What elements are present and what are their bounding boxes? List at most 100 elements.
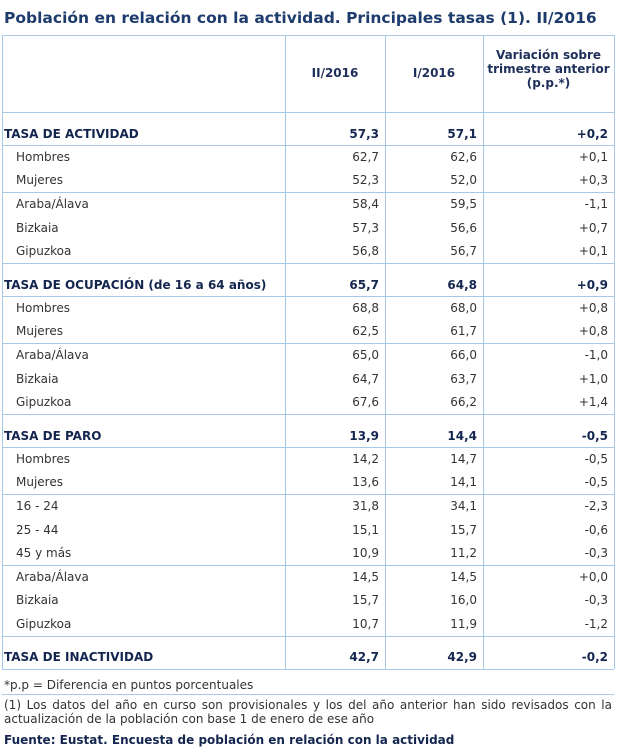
row-label: Gipuzkoa	[16, 617, 72, 631]
cell-value: 52,0	[450, 173, 477, 188]
cell-value: 56,6	[450, 220, 477, 235]
row-label: Araba/Álava	[16, 569, 89, 584]
cell-value: +0,3	[578, 173, 608, 188]
row-label: TASA DE PARO	[4, 428, 102, 443]
cell-value: -1,2	[584, 617, 608, 631]
cell-value: 66,0	[450, 348, 477, 362]
column-border	[483, 35, 484, 669]
cell-value: 14,2	[352, 451, 379, 466]
cell-value: 14,7	[450, 451, 477, 466]
cell-value: 10,7	[352, 617, 379, 631]
cell-value: 68,8	[352, 300, 379, 315]
footnote: (1) Los datos del año en curso son provi…	[4, 697, 612, 726]
cell-value: +0,0	[578, 569, 608, 584]
row-border	[2, 192, 614, 194]
cell-value: -0,5	[581, 428, 608, 443]
row-label: Araba/Álava	[16, 348, 89, 362]
row-label: Hombres	[16, 451, 70, 466]
cell-value: -0,5	[584, 475, 608, 490]
cell-value: +1,0	[578, 371, 608, 386]
cell-value: 57,3	[352, 220, 379, 235]
row-border	[2, 414, 614, 415]
column-border	[614, 35, 615, 669]
row-border	[2, 447, 614, 448]
cell-value: -1,1	[584, 197, 608, 211]
row-border	[2, 565, 614, 566]
column-header: II/2016	[311, 66, 359, 80]
cell-value: 10,9	[352, 546, 379, 561]
cell-value: -0,3	[584, 546, 608, 561]
cell-value: 64,7	[352, 371, 379, 386]
cell-value: 62,5	[352, 324, 379, 339]
row-border	[2, 635, 614, 637]
row-label: Gipuzkoa	[16, 244, 72, 259]
cell-value: 56,7	[450, 244, 477, 259]
cell-value: 68,0	[450, 300, 477, 315]
row-label: Mujeres	[16, 475, 63, 490]
row-label: Bizkaia	[16, 371, 59, 386]
source: Fuente: Eustat. Encuesta de población en…	[4, 732, 455, 747]
cell-value: +0,8	[578, 324, 608, 339]
cell-value: 15,7	[450, 522, 477, 537]
cell-value: 67,6	[352, 395, 379, 410]
cell-value: 13,9	[349, 428, 379, 443]
cell-value: 63,7	[450, 371, 477, 386]
cell-value: +0,7	[578, 220, 608, 235]
row-label: Mujeres	[16, 173, 63, 188]
cell-value: +0,1	[578, 149, 608, 164]
cell-value: 57,3	[349, 126, 379, 141]
cell-value: 15,1	[352, 522, 379, 537]
cell-value: 13,6	[352, 475, 379, 490]
row-border	[2, 296, 614, 297]
row-label: 25 - 44	[16, 522, 59, 537]
row-label: Araba/Álava	[16, 197, 89, 211]
cell-value: 16,0	[450, 593, 477, 608]
row-label: TASA DE OCUPACIÓN (de 16 a 64 años)	[4, 277, 267, 292]
cell-value: -1,0	[584, 348, 608, 362]
cell-value: 31,8	[352, 499, 379, 513]
cell-value: 64,8	[447, 277, 477, 292]
row-border	[2, 145, 614, 146]
row-border	[2, 263, 614, 264]
row-label: 45 y más	[16, 546, 72, 561]
cell-value: 14,5	[450, 569, 477, 584]
row-label: Gipuzkoa	[16, 395, 72, 410]
cell-value: 65,7	[349, 277, 379, 292]
cell-value: 56,8	[352, 244, 379, 259]
row-label: Bizkaia	[16, 593, 59, 608]
cell-value: -2,3	[584, 499, 608, 513]
cell-value: +1,4	[578, 395, 608, 410]
cell-value: 59,5	[450, 197, 477, 211]
cell-value: 58,4	[352, 197, 379, 211]
cell-value: 66,2	[450, 395, 477, 410]
cell-value: 14,4	[447, 428, 477, 443]
cell-value: -0,3	[584, 593, 608, 608]
cell-value: 11,9	[450, 617, 477, 631]
column-border	[285, 35, 286, 669]
cell-value: 61,7	[450, 324, 477, 339]
cell-value: -0,5	[584, 451, 608, 466]
row-border	[2, 494, 614, 496]
cell-value: 34,1	[450, 499, 477, 513]
title: Población en relación con la actividad. …	[4, 9, 597, 27]
row-border	[2, 693, 614, 695]
footnote: *p.p = Diferencia en puntos porcentuales	[4, 677, 254, 692]
column-border	[385, 35, 386, 669]
cell-value: +0,8	[578, 300, 608, 315]
cell-value: 42,7	[349, 650, 379, 665]
cell-value: +0,9	[576, 277, 608, 292]
row-label: Bizkaia	[16, 220, 59, 235]
cell-value: +0,2	[576, 126, 608, 141]
cell-value: 62,6	[450, 149, 477, 164]
row-label: Hombres	[16, 149, 70, 164]
column-border	[2, 35, 3, 669]
cell-value: 57,1	[447, 126, 477, 141]
cell-value: 42,9	[447, 650, 477, 665]
row-border	[2, 343, 614, 345]
cell-value: 52,3	[352, 173, 379, 188]
cell-value: 62,7	[352, 149, 379, 164]
cell-value: +0,1	[578, 244, 608, 259]
cell-value: 65,0	[352, 348, 379, 362]
row-label: Hombres	[16, 300, 70, 315]
